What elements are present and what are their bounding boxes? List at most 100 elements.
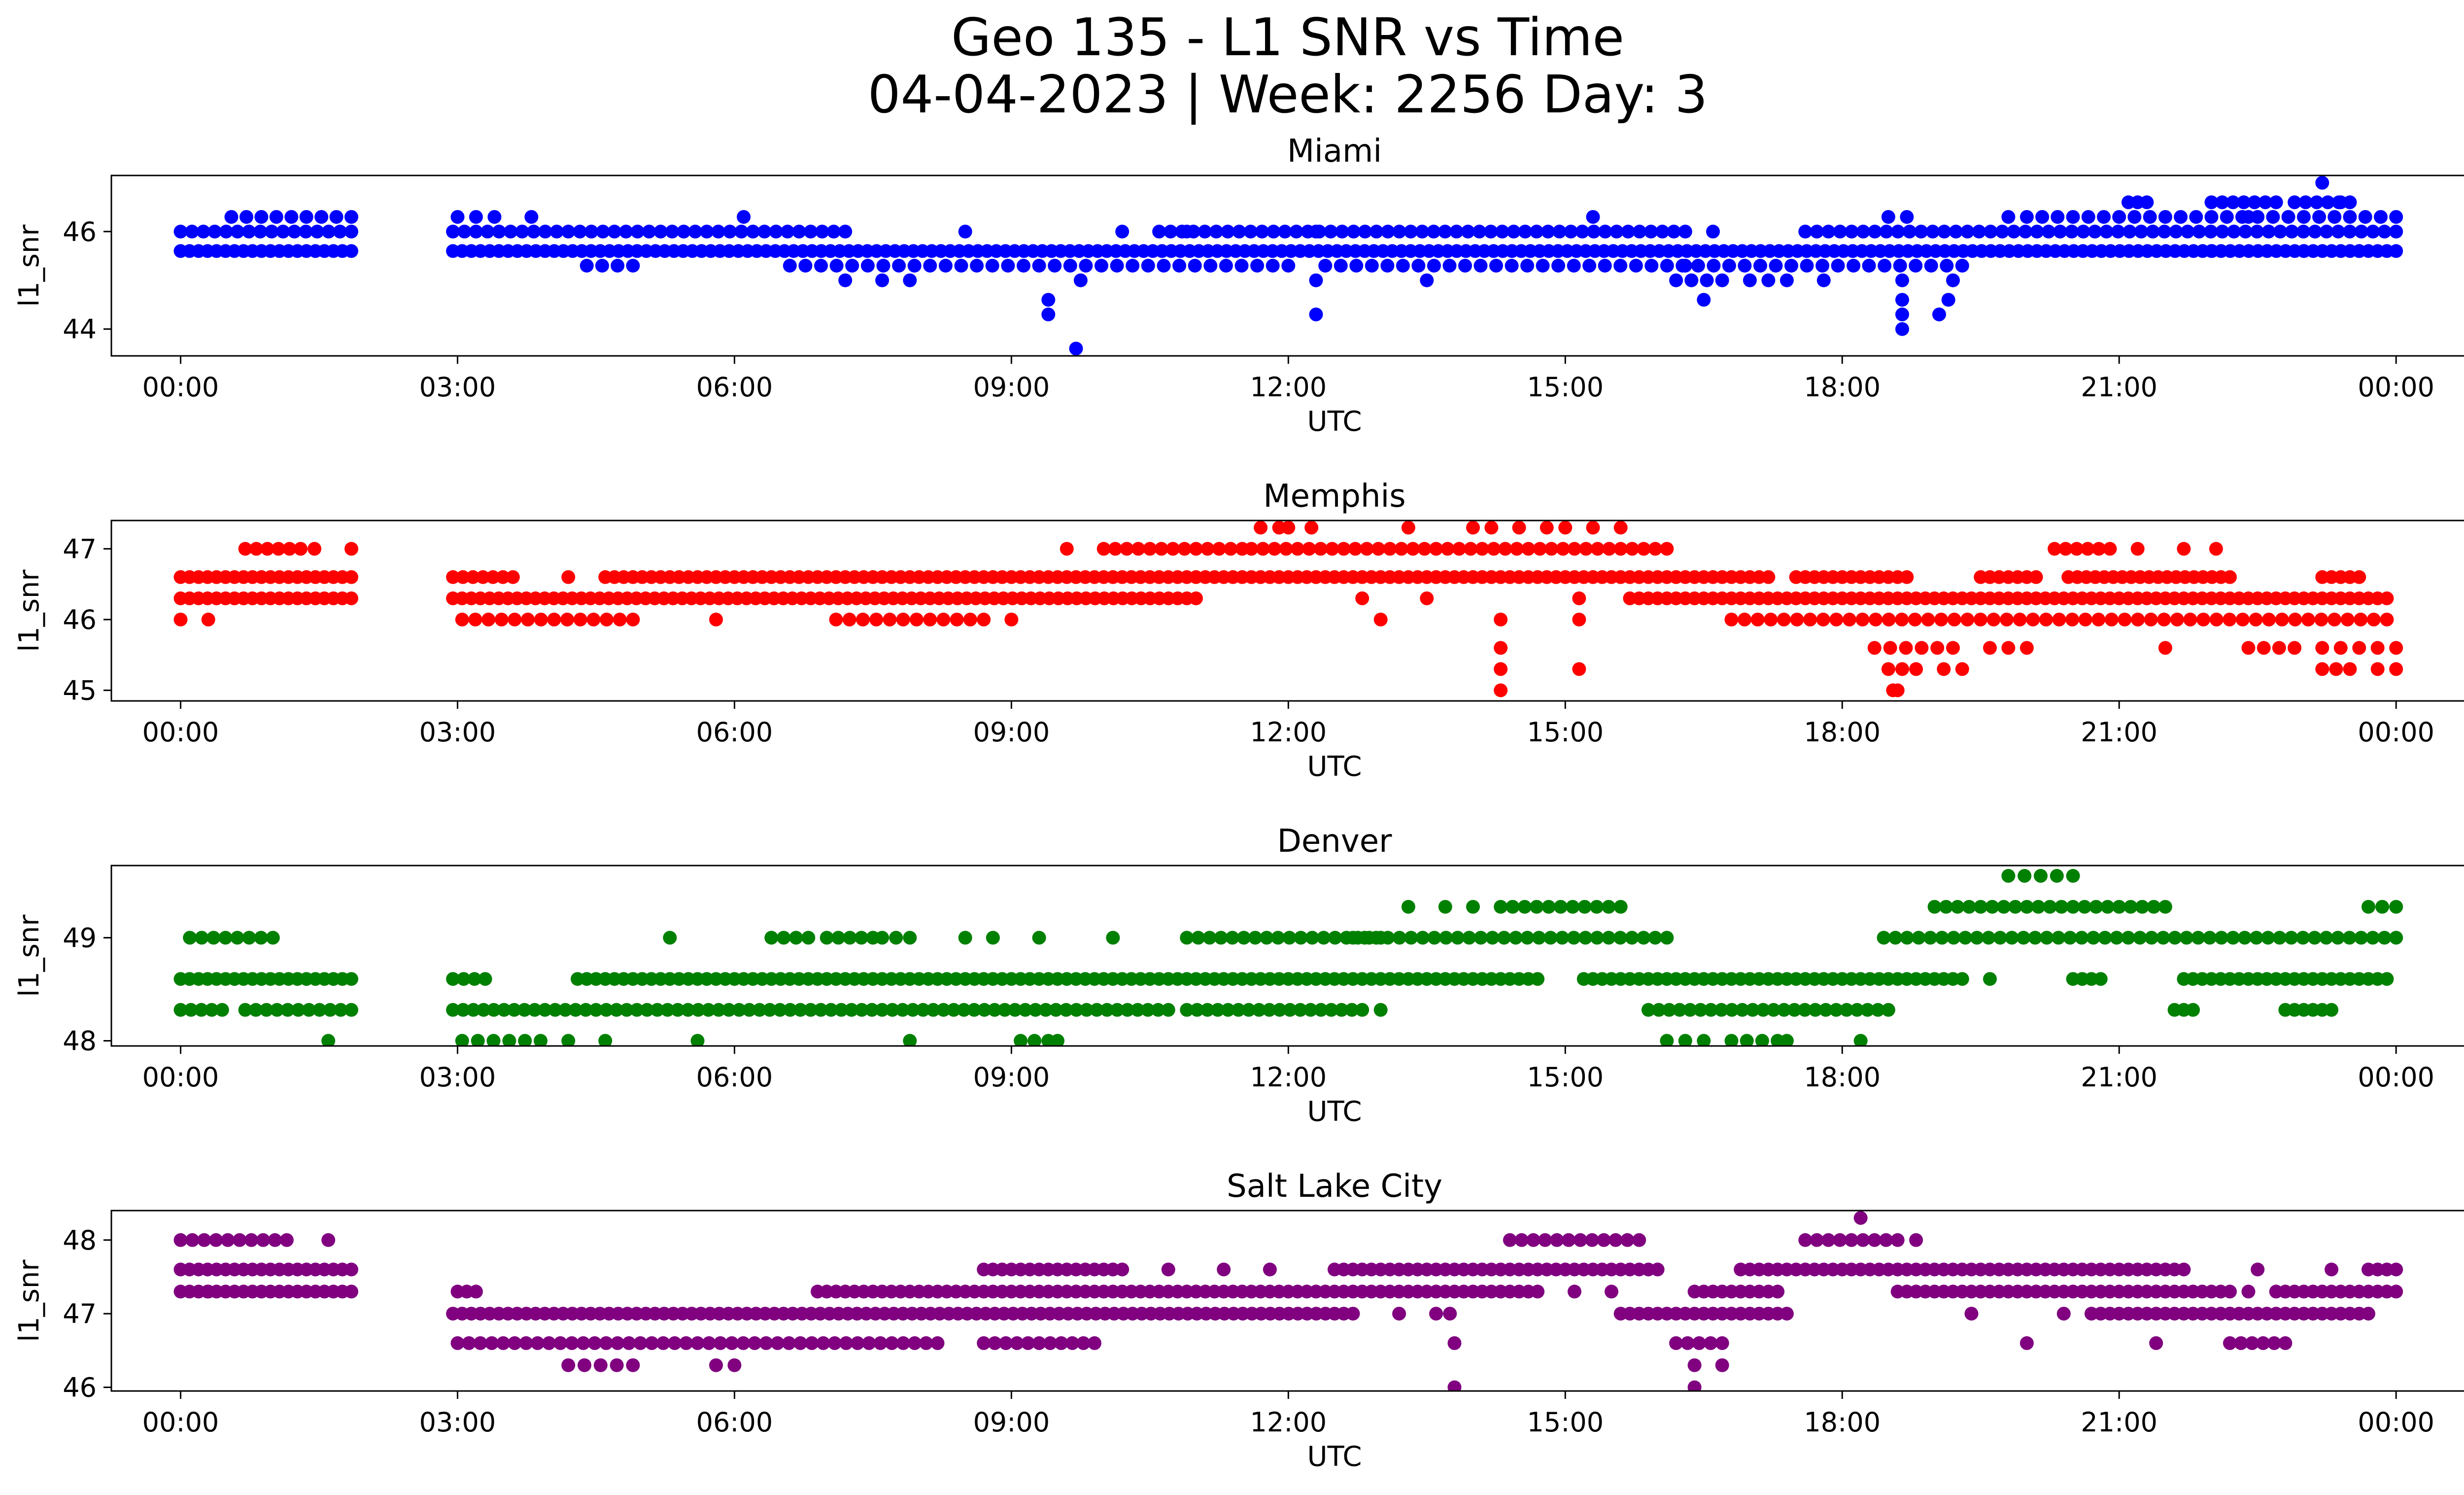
data-point [197,1233,211,1247]
data-point [1923,931,1938,945]
data-point [1955,662,1969,676]
data-point [244,1233,259,1247]
data-point [2307,931,2322,945]
data-point [1429,1307,1443,1321]
data-point [2296,931,2310,945]
data-point [712,1003,726,1017]
data-point [919,1336,933,1350]
data-point [759,1336,773,1350]
data-point [561,1034,576,1046]
data-point [2354,931,2368,945]
data-point [903,931,917,945]
data-point [1590,931,1604,945]
data-point [1715,1358,1729,1372]
data-point [1466,521,1480,535]
data-point [1346,224,1361,239]
data-point [565,1336,579,1350]
data-point [2296,210,2311,224]
data-point [1780,1034,1794,1046]
data-point [1200,542,1215,556]
data-point [558,1003,573,1017]
data-point [709,1358,723,1372]
data-point [2312,210,2327,224]
data-point [757,224,772,239]
data-point [1993,931,2007,945]
data-point [2043,900,2057,914]
data-point [481,612,496,626]
data-point [1209,224,1224,239]
data-point [663,931,677,945]
x-tick-label: 03:00 [419,1062,496,1093]
data-point [916,1003,930,1017]
data-point [2030,224,2044,239]
data-point [2005,931,2019,945]
data-point [1629,259,1643,273]
data-point [650,1003,664,1017]
data-point [950,612,964,626]
data-point [1973,612,1987,626]
data-point [742,1003,756,1017]
x-tick-label: 21:00 [2081,372,2157,403]
data-point [1644,224,1658,239]
data-point [521,612,535,626]
data-point [2209,612,2224,626]
data-point [185,224,199,239]
data-point [2076,224,2090,239]
data-point [793,1003,808,1017]
data-point [1069,342,1083,356]
data-point [1439,931,1453,945]
data-point [1495,224,1509,239]
data-point [2146,224,2160,239]
data-point [1283,1003,1297,1017]
data-point [1587,224,1601,239]
data-point [2209,542,2223,556]
data-point [1248,931,1263,945]
data-point [1394,542,1408,556]
data-point [450,210,465,224]
data-point [1632,1233,1646,1247]
data-point [1915,641,1929,655]
data-point [1060,542,1074,556]
data-point [838,224,853,239]
data-point [1621,224,1635,239]
data-point [1237,931,1251,945]
data-point [1475,542,1489,556]
data-point [456,1003,470,1017]
data-point [2389,641,2403,655]
data-point [2111,224,2125,239]
data-point [1309,224,1323,239]
data-point [1704,1003,1718,1017]
data-point [671,1003,685,1017]
data-point [1063,259,1077,273]
data-point [1862,259,1876,273]
data-point [1335,1003,1349,1017]
data-point [1191,931,1205,945]
data-point [2380,972,2394,986]
data-point [1562,1233,1576,1247]
data-point [2145,931,2158,945]
data-point [1004,612,1019,626]
data-point [1895,293,1909,307]
data-point [2325,1003,2339,1017]
data-point [1842,612,1856,626]
data-point [1438,900,1452,914]
data-point [653,224,668,239]
x-tick-label: 09:00 [973,372,1050,403]
data-point [2220,210,2234,224]
data-point [1317,931,1331,945]
data-point [446,224,460,239]
data-point [1232,224,1246,239]
data-point [2019,224,2032,239]
x-tick-label: 03:00 [419,1407,496,1438]
data-point [1750,612,1765,626]
data-point [1027,1034,1042,1046]
data-point [936,1003,951,1017]
data-point [1946,273,1960,287]
data-point [1909,259,1923,273]
data-point [593,1358,608,1372]
data-point [2053,224,2067,239]
data-point [645,1336,659,1350]
data-point [1498,542,1512,556]
data-point [1293,1003,1307,1017]
data-point [2321,195,2335,209]
